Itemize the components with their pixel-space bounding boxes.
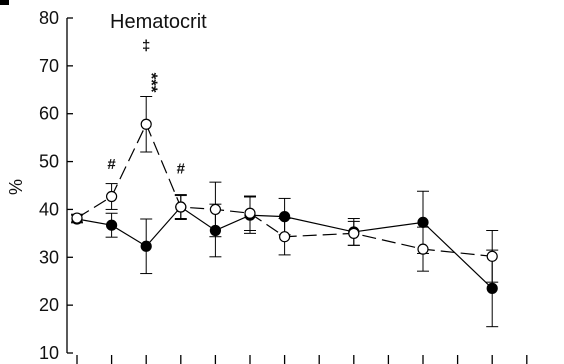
y-tick-label: 30 — [39, 247, 59, 267]
filled-point — [279, 211, 291, 223]
y-tick-label: 80 — [39, 8, 59, 28]
y-tick-label: 60 — [39, 104, 59, 124]
series-line-open — [76, 122, 493, 257]
filled-point — [140, 240, 152, 252]
open-point — [486, 250, 498, 262]
data-points — [71, 118, 498, 294]
chart-title: Hematocrit — [110, 11, 207, 33]
open-point — [348, 227, 360, 239]
corner-marker — [0, 0, 9, 5]
y-ticks: 10 20 30 40 50 60 70 80 — [39, 8, 73, 363]
open-point — [417, 243, 429, 255]
y-tick-label: 50 — [39, 152, 59, 172]
series-line-filled — [76, 206, 493, 289]
open-point — [209, 203, 221, 216]
series-lines — [76, 122, 493, 289]
annotation-label: # — [177, 161, 186, 178]
annotation-label: ‡ — [142, 38, 150, 55]
open-point — [175, 201, 187, 213]
filled-point — [209, 224, 221, 237]
filled-point — [486, 282, 498, 294]
open-point — [105, 190, 118, 203]
annotation-label: # — [107, 156, 116, 173]
filled-point — [417, 216, 429, 228]
plot-area: 10 20 30 40 50 60 70 80 # *** ‡ # — [39, 8, 528, 364]
y-tick-label: 40 — [39, 199, 59, 219]
filled-point — [105, 219, 118, 231]
x-ticks — [76, 355, 528, 364]
y-tick-label: 70 — [39, 56, 59, 76]
open-point — [140, 118, 152, 130]
y-tick-label: 10 — [39, 343, 59, 363]
open-point — [279, 231, 291, 243]
y-axis-label: % — [6, 179, 26, 195]
annotation-label: *** — [142, 73, 161, 93]
y-tick-label: 20 — [39, 295, 59, 315]
open-point — [71, 212, 83, 224]
significance-annotations: # *** ‡ # — [107, 38, 185, 178]
open-point — [244, 207, 256, 219]
